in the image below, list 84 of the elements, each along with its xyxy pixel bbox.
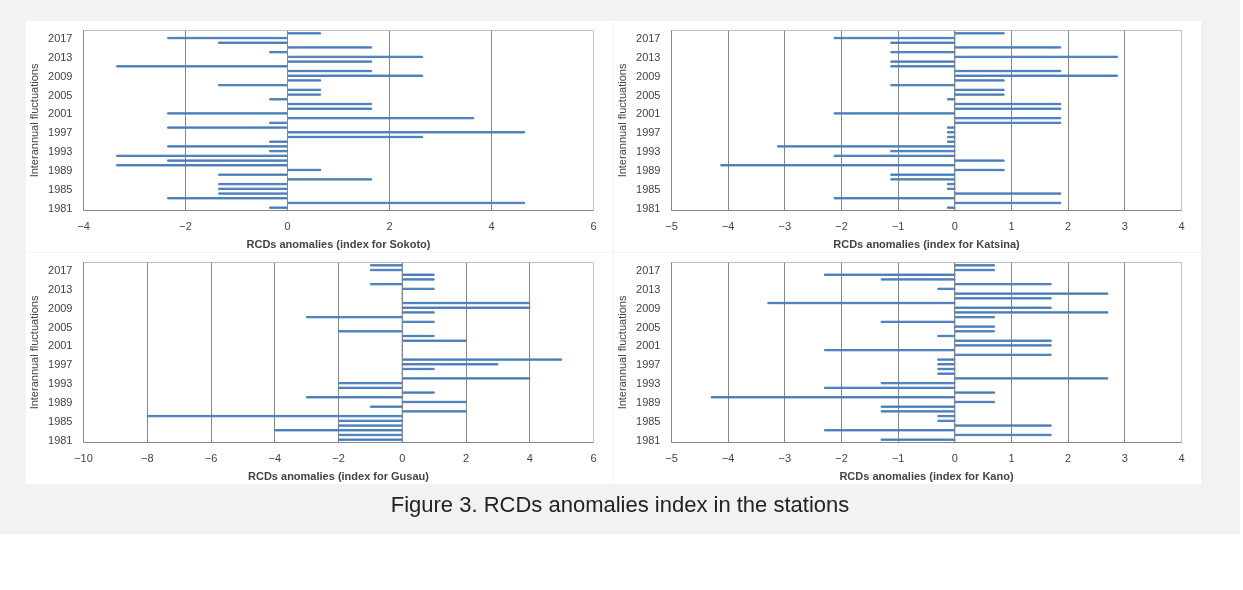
y-tick-label: 1997 [636,358,661,371]
y-tick-label: 1981 [636,433,661,446]
y-tick-label: 2001 [48,339,73,352]
x-tick-label: −2 [179,219,192,232]
x-axis-title: RCDs anomalies (index for Katsina) [833,237,1021,250]
y-tick-label: 2017 [636,32,661,45]
y-tick-label: 2009 [636,69,661,82]
x-tick-label: 1 [1008,451,1015,464]
x-tick-label: 2 [1065,219,1072,232]
caption: Figure 3. RCDs anomalies index in the stations [390,491,850,519]
y-tick-label: 1981 [48,201,73,214]
x-tick-label: −4 [77,219,90,232]
x-tick-label: 0 [951,219,958,232]
y-tick-label: 2009 [48,69,73,82]
x-tick-label: −2 [835,219,848,232]
y-tick-label: 2005 [636,88,661,101]
x-tick-label: −4 [721,451,735,464]
x-tick-label: 4 [526,451,533,464]
y-tick-label: 1985 [48,182,73,195]
x-axis-title: RCDs anomalies (index for Gusau) [248,469,430,482]
y-tick-label: 2009 [48,301,73,314]
x-tick-label: −5 [665,451,678,464]
x-tick-label: 0 [951,451,958,464]
y-tick-label: 2013 [48,282,73,295]
y-tick-label: 1981 [636,201,661,214]
x-tick-label: −3 [778,451,792,464]
x-tick-label: −2 [332,451,345,464]
y-tick-label: 2005 [636,320,661,333]
y-tick-label: 2001 [636,107,661,120]
y-tick-label: 1993 [48,377,73,390]
x-tick-label: 3 [1121,219,1128,232]
y-tick-label: 1993 [48,145,73,158]
x-tick-label: −1 [891,451,905,464]
x-tick-label: −6 [204,451,218,464]
y-tick-label: 1993 [636,377,661,390]
y-tick-label: 2009 [636,301,661,314]
x-tick-label: −4 [268,451,282,464]
y-tick-label: 2013 [636,50,661,63]
x-tick-label: 6 [590,219,597,232]
y-axis-title: Interannual fluctuations [28,295,41,410]
x-tick-label: 2 [462,451,470,464]
x-tick-label: 1 [1008,219,1015,232]
y-tick-label: 2005 [48,320,73,333]
x-axis-title: RCDs anomalies (index for Sokoto) [246,237,431,250]
x-tick-label: 6 [590,451,597,464]
x-tick-label: 0 [284,219,291,232]
y-tick-label: 1985 [48,414,73,427]
y-tick-label: 1985 [636,182,661,195]
y-tick-label: 1985 [636,414,661,427]
x-tick-label: −2 [835,451,848,464]
y-tick-label: 1993 [636,145,661,158]
y-tick-label: 1997 [636,126,661,139]
y-tick-label: 2017 [48,32,73,45]
y-tick-label: 1989 [636,395,661,408]
x-tick-label: 0 [399,451,406,464]
y-tick-label: 2001 [48,107,73,120]
x-tick-label: −10 [74,451,93,464]
y-axis-title: Interannual fluctuations [616,295,629,410]
y-axis-title: Interannual fluctuations [28,63,41,178]
y-tick-label: 1997 [48,126,73,139]
y-tick-label: 2005 [48,88,73,101]
y-tick-label: 1989 [48,395,73,408]
x-tick-label: 3 [1121,451,1128,464]
x-tick-label: −1 [891,219,905,232]
x-tick-label: 4 [1178,451,1185,464]
x-axis-title: RCDs anomalies (index for Kano) [839,469,1014,482]
y-tick-label: 2013 [48,50,73,63]
y-tick-label: 1989 [48,163,73,176]
x-tick-label: 4 [488,219,495,232]
y-tick-label: 1981 [48,433,73,446]
x-tick-label: −5 [665,219,678,232]
y-tick-label: 2017 [636,264,661,277]
x-tick-label: −8 [140,451,154,464]
y-tick-label: 1997 [48,358,73,371]
x-tick-label: −3 [778,219,792,232]
x-tick-label: 2 [1065,451,1072,464]
y-tick-label: 2017 [48,264,73,277]
x-tick-label: 2 [386,219,393,232]
x-tick-label: −4 [721,219,735,232]
y-tick-label: 2001 [636,339,661,352]
y-tick-label: 2013 [636,282,661,295]
y-axis-title: Interannual fluctuations [616,63,629,178]
y-tick-label: 1989 [636,163,661,176]
x-tick-label: 4 [1178,219,1185,232]
